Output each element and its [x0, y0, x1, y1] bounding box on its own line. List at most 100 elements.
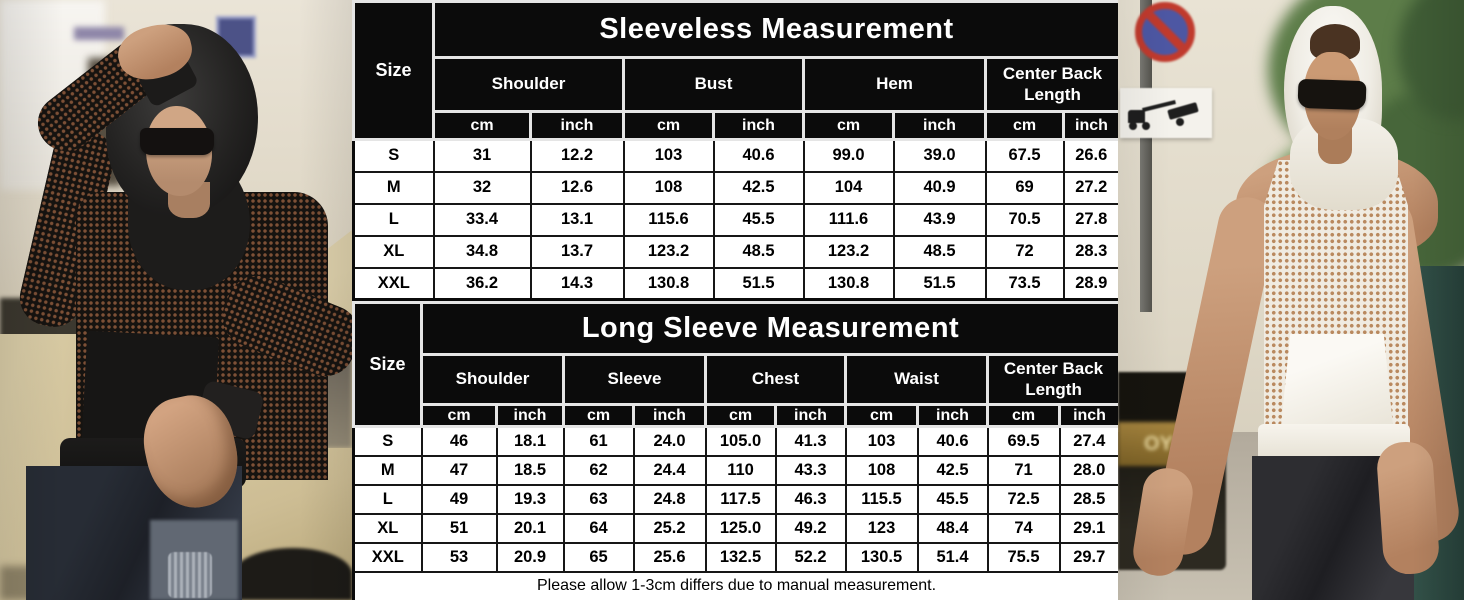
value-cell: 46 [420, 425, 498, 457]
value-cell: 69 [984, 170, 1065, 205]
value-cell: 108 [844, 454, 919, 486]
value-cell: 125.0 [704, 512, 777, 544]
value-cell: 12.6 [529, 170, 625, 205]
unit-header: cm [622, 110, 715, 141]
size-cell: XXL [352, 266, 435, 301]
size-cell: L [352, 202, 435, 237]
value-cell: 51.5 [712, 266, 805, 301]
value-cell: 130.8 [622, 266, 715, 301]
value-cell: 69.5 [986, 425, 1061, 457]
value-cell: 74 [986, 512, 1061, 544]
column-group-header: Waist [844, 353, 989, 406]
value-cell: 123 [844, 512, 919, 544]
value-cell: 31 [432, 138, 532, 173]
size-cell: XL [352, 512, 423, 544]
value-cell: 40.9 [892, 170, 987, 205]
value-cell: 29.1 [1058, 512, 1121, 544]
unit-header: inch [774, 403, 847, 428]
value-cell: 47 [420, 454, 498, 486]
value-cell: 28.5 [1058, 483, 1121, 515]
value-cell: 108 [622, 170, 715, 205]
value-cell: 103 [844, 425, 919, 457]
unit-header: inch [712, 110, 805, 141]
value-cell: 39.0 [892, 138, 987, 173]
value-cell: 14.3 [529, 266, 625, 301]
table-row: XL 51 20.1 64 25.2 125.0 49.2 123 48.4 74 29.1 [352, 512, 1121, 544]
tow-truck-icon [1128, 110, 1145, 123]
value-cell: 29.7 [1058, 541, 1121, 573]
size-cell: XXL [352, 541, 423, 573]
value-cell: 104 [802, 170, 895, 205]
sign-pole [1140, 0, 1152, 312]
sunglasses [140, 128, 214, 155]
value-cell: 36.2 [432, 266, 532, 301]
value-cell: 123.2 [802, 234, 895, 269]
size-cell: M [352, 170, 435, 205]
long-sleeve-table-body: S 46 18.1 61 24.0 105.0 41.3 103 40.6 69.5 27.4 M 47… [352, 425, 1121, 573]
table-row: M 32 12.6 108 42.5 104 40.9 69 27.2 [352, 170, 1121, 205]
group-header-row: Shoulder Sleeve Chest Waist Center Back Leng… [354, 353, 1122, 406]
value-cell: 75.5 [986, 541, 1061, 573]
value-cell: 18.1 [495, 425, 565, 457]
value-cell: 61 [562, 425, 635, 457]
size-cell: L [352, 483, 423, 515]
value-cell: 103 [622, 138, 715, 173]
value-cell: 53 [420, 541, 498, 573]
value-cell: 19.3 [495, 483, 565, 515]
truck-wheel [1142, 122, 1150, 130]
value-cell: 24.0 [632, 425, 707, 457]
table-row: S 46 18.1 61 24.0 105.0 41.3 103 40.6 69.5 27.4 [352, 425, 1121, 457]
value-cell: 105.0 [704, 425, 777, 457]
value-cell: 49 [420, 483, 498, 515]
column-group-header: Hem [802, 56, 987, 113]
unit-header: inch [495, 403, 565, 428]
unit-header: inch [892, 110, 987, 141]
value-cell: 27.2 [1062, 170, 1121, 205]
photo-vignette [0, 0, 352, 600]
no-parking-sign [1135, 2, 1195, 62]
unit-header: inch [529, 110, 625, 141]
measurement-tables-panel: Size Sleeveless Measurement Shoulder Bust… [352, 0, 1122, 600]
value-cell: 51.5 [892, 266, 987, 301]
value-cell: 132.5 [704, 541, 777, 573]
value-cell: 13.1 [529, 202, 625, 237]
value-cell: 49.2 [774, 512, 847, 544]
sleeveless-table: Size Sleeveless Measurement Shoulder Bust… [352, 0, 1121, 301]
value-cell: 51.4 [916, 541, 989, 573]
value-cell: 26.6 [1062, 138, 1121, 173]
unit-header: cm [420, 403, 498, 428]
table-row: L 33.4 13.1 115.6 45.5 111.6 43.9 70.5 27.8 [352, 202, 1121, 237]
value-cell: 111.6 [802, 202, 895, 237]
value-cell: 63 [562, 483, 635, 515]
long-sleeve-table: Size Long Sleeve Measurement Shoulder Sle… [352, 301, 1122, 600]
value-cell: 72.5 [986, 483, 1061, 515]
left-model-photo [0, 0, 352, 600]
value-cell: 51 [420, 512, 498, 544]
value-cell: 73.5 [984, 266, 1065, 301]
value-cell: 32 [432, 170, 532, 205]
value-cell: 62 [562, 454, 635, 486]
value-cell: 52.2 [774, 541, 847, 573]
value-cell: 110 [704, 454, 777, 486]
size-cell: XL [352, 234, 435, 269]
unit-header: inch [1062, 110, 1121, 141]
shop-sign-blur [74, 27, 124, 40]
size-column-header: Size [352, 301, 423, 428]
column-group-header: Shoulder [432, 56, 625, 113]
size-cell: S [352, 425, 423, 457]
photo-vignette [1118, 0, 1464, 600]
value-cell: 115.5 [844, 483, 919, 515]
value-cell: 64 [562, 512, 635, 544]
value-cell: 43.3 [774, 454, 847, 486]
value-cell: 99.0 [802, 138, 895, 173]
table-row: XL 34.8 13.7 123.2 48.5 123.2 48.5 72 28.3 [352, 234, 1121, 269]
table-row: XXL 53 20.9 65 25.6 132.5 52.2 130.5 51.4 75.5 29.… [352, 541, 1121, 573]
size-cell: M [352, 454, 423, 486]
column-group-header: Bust [622, 56, 805, 113]
column-group-header: Center Back Length [984, 56, 1121, 113]
table-row: S 31 12.2 103 40.6 99.0 39.0 67.5 26.6 [352, 138, 1121, 173]
tow-away-sign [1120, 88, 1212, 138]
sleeveless-table-title: Sleeveless Measurement [432, 0, 1121, 59]
value-cell: 130.8 [802, 266, 895, 301]
